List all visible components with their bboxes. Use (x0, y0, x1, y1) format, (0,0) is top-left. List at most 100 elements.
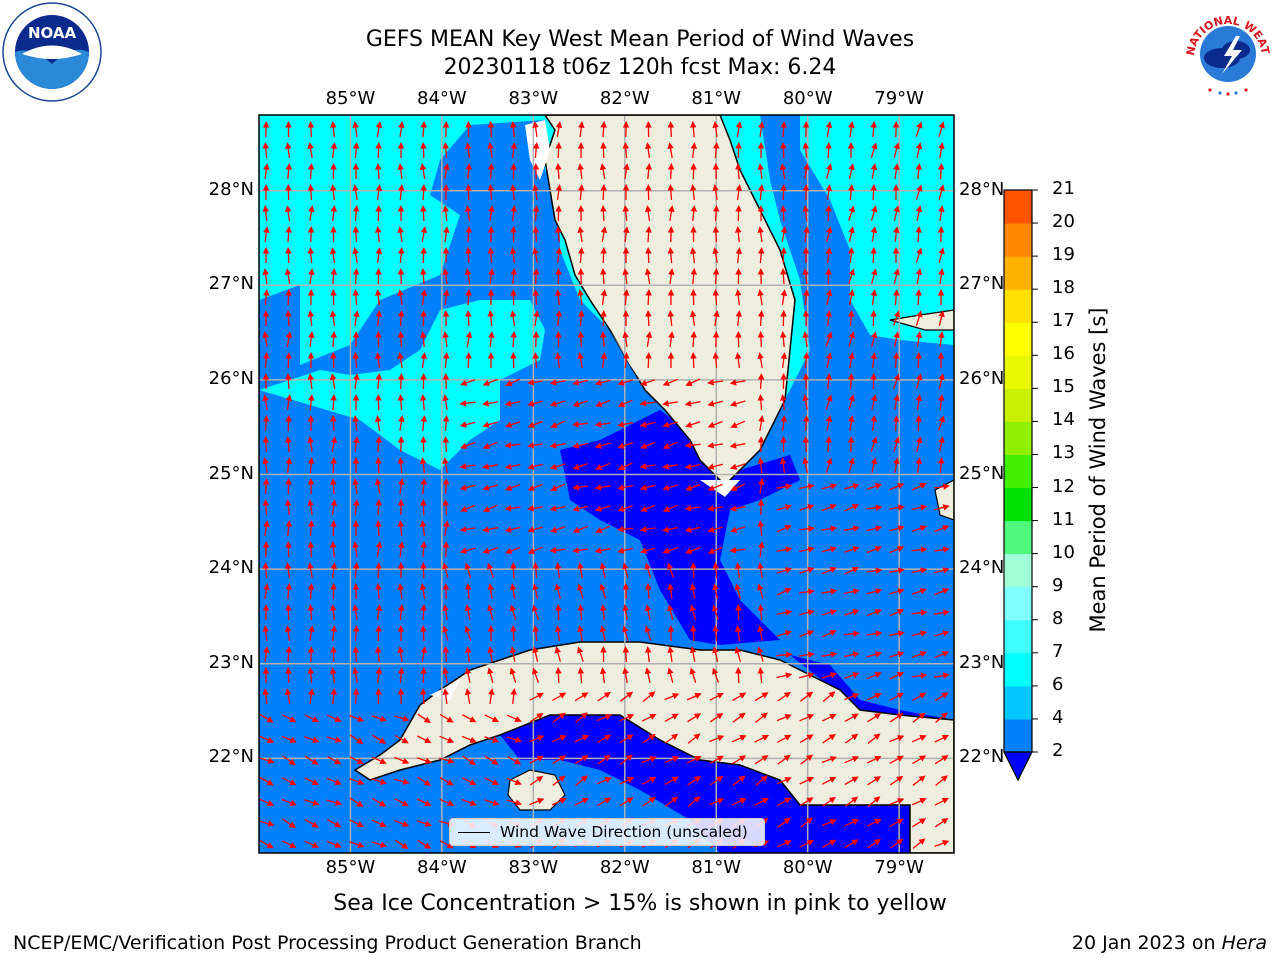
wave-direction-arrow (574, 797, 589, 806)
wave-direction-arrow (777, 817, 791, 828)
wave-direction-arrow (442, 331, 449, 347)
wave-direction-arrow (662, 547, 678, 554)
wave-direction-arrow (866, 609, 882, 617)
wave-direction-arrow (821, 630, 837, 638)
lat-label-right: 27°N (959, 273, 1005, 295)
wave-direction-arrow (374, 478, 382, 495)
wave-direction-arrow (352, 142, 360, 159)
wave-direction-arrow (420, 667, 427, 684)
wave-direction-arrow (304, 840, 320, 848)
map-frame (258, 114, 955, 854)
wave-direction-arrow (505, 546, 521, 554)
wave-direction-arrow (484, 777, 500, 785)
wave-direction-arrow (330, 457, 337, 474)
wave-direction-arrow (442, 688, 449, 704)
wave-direction-arrow (640, 441, 656, 449)
wave-direction-arrow (439, 735, 455, 743)
wave-direction-arrow (417, 776, 432, 786)
wave-direction-arrow (394, 819, 410, 827)
wave-direction-arrow (284, 142, 292, 158)
wave-direction-arrow (419, 583, 427, 600)
wave-direction-arrow (416, 820, 432, 827)
wave-direction-arrow (572, 442, 588, 449)
wave-direction-arrow (776, 546, 793, 553)
wave-direction-arrow (527, 505, 544, 512)
wave-direction-arrow (848, 289, 855, 306)
wave-direction-arrow (911, 609, 928, 616)
wave-direction-arrow (731, 735, 747, 743)
wave-direction-arrow (532, 667, 540, 683)
wave-direction-arrow (439, 798, 455, 806)
wave-direction-arrow (709, 713, 724, 723)
lon-label-bottom: 84°W (417, 857, 467, 878)
colorbar-segment (1004, 718, 1032, 753)
wave-direction-arrow (825, 163, 833, 179)
wave-direction-arrow (667, 247, 675, 264)
wave-direction-arrow (442, 604, 449, 621)
wave-direction-arrow (934, 692, 949, 702)
wave-direction-arrow (464, 604, 472, 621)
wave-direction-arrow (821, 713, 837, 722)
wave-direction-arrow (757, 289, 764, 306)
colorbar-tick-label: 20 (1052, 211, 1075, 233)
wave-direction-arrow (734, 583, 742, 599)
wave-direction-arrow (482, 463, 499, 470)
wave-direction-arrow (464, 142, 472, 158)
wave-direction-arrow (776, 483, 793, 490)
wave-direction-arrow (799, 546, 815, 553)
wave-direction-arrow (729, 400, 746, 407)
wave-direction-arrow (304, 818, 319, 828)
wave-direction-arrow (262, 688, 269, 704)
wave-direction-arrow (667, 310, 674, 327)
wave-direction-arrow (848, 457, 855, 473)
wave-direction-arrow (938, 310, 945, 326)
wave-direction-arrow (464, 268, 472, 285)
wave-direction-arrow (419, 163, 427, 180)
wave-direction-arrow (532, 352, 540, 369)
wave-direction-arrow (375, 646, 382, 663)
wave-direction-arrow (482, 484, 498, 491)
wave-direction-arrow (259, 713, 274, 723)
wave-direction-arrow (285, 310, 292, 327)
wave-direction-arrow (262, 562, 270, 579)
wave-direction-arrow (330, 625, 338, 642)
wave-direction-arrow (262, 478, 270, 495)
wave-direction-arrow (509, 646, 517, 663)
wave-direction-arrow (397, 520, 404, 537)
wave-direction-arrow (755, 775, 768, 786)
wave-direction-arrow (397, 394, 405, 411)
wave-direction-arrow (552, 755, 567, 765)
wave-direction-arrow (549, 400, 566, 407)
wave-direction-arrow (527, 420, 543, 428)
wave-direction-arrow (685, 546, 701, 554)
colorbar-tick-label: 19 (1052, 244, 1075, 266)
wave-direction-arrow (419, 457, 427, 473)
wave-direction-arrow (799, 567, 815, 575)
wave-direction-arrow (527, 463, 543, 470)
wave-direction-arrow (617, 421, 634, 428)
wave-direction-arrow (915, 184, 923, 200)
lat-label-left: 25°N (208, 462, 254, 484)
wave-direction-arrow (307, 520, 315, 537)
wave-direction-arrow (285, 163, 292, 180)
colorbar-tick-label: 2 (1052, 740, 1064, 761)
wave-direction-arrow (712, 289, 720, 306)
wave-direction-arrow (482, 526, 499, 533)
wave-direction-arrow (442, 268, 449, 284)
wave-direction-arrow (911, 630, 928, 637)
wave-direction-arrow (867, 776, 882, 786)
wave-direction-arrow (572, 400, 588, 407)
wave-direction-arrow (779, 394, 787, 411)
lon-label-top: 81°W (691, 88, 742, 109)
colorbar-frame (1003, 189, 1033, 753)
wave-direction-arrow (893, 163, 900, 179)
wave-direction-arrow (510, 352, 517, 369)
wave-direction-arrow (550, 526, 566, 533)
wave-direction-arrow (667, 583, 674, 599)
wave-direction-arrow (780, 142, 787, 159)
wave-direction-arrow (713, 310, 720, 327)
colorbar-segment (1004, 487, 1032, 522)
wave-direction-arrow (730, 483, 746, 491)
wave-direction-arrow (893, 289, 900, 306)
wave-direction-arrow (504, 400, 521, 407)
